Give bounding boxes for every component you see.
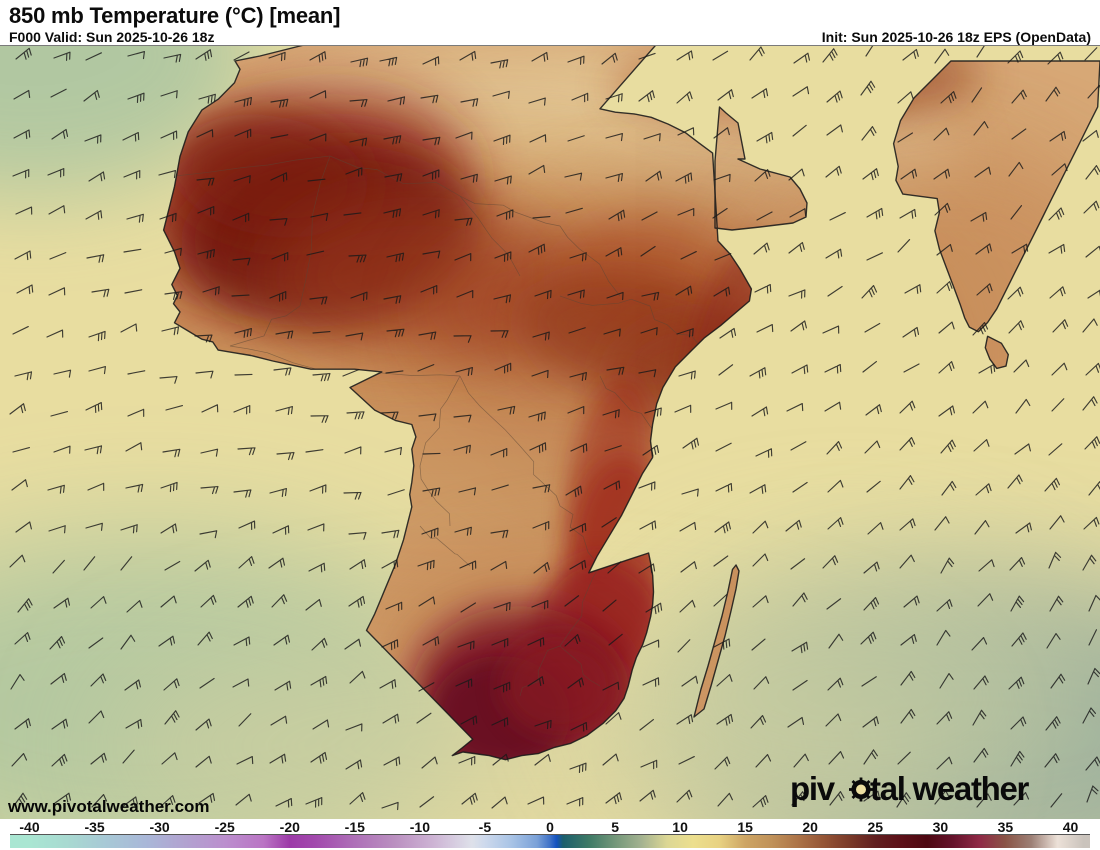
svg-text:piv: piv [790, 771, 836, 807]
svg-text:tal weather: tal weather [870, 771, 1030, 807]
